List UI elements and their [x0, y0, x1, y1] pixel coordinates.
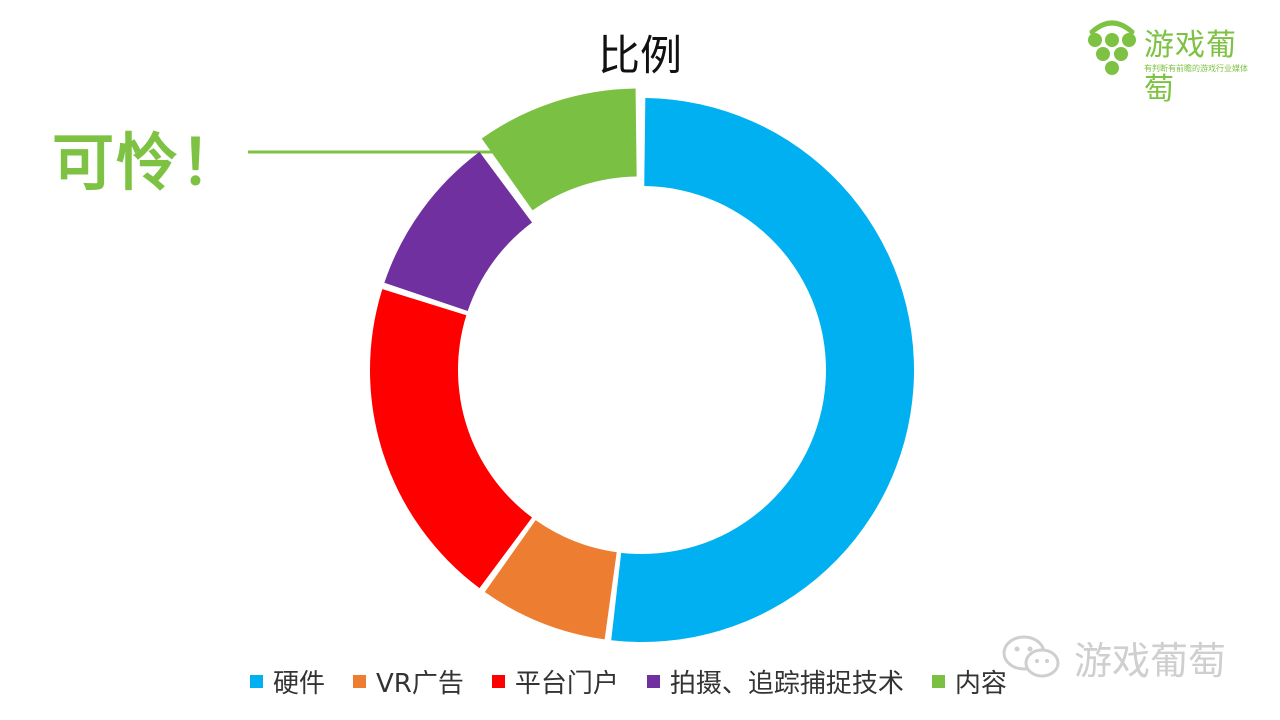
donut-slice-3	[370, 289, 533, 589]
chart-title: 比例	[597, 31, 682, 80]
legend-item-1: 硬件	[250, 663, 325, 700]
donut-slice-5	[481, 88, 637, 211]
legend-item-2: VR广告	[353, 663, 464, 700]
donut-slice-1	[611, 98, 915, 643]
legend-label: 内容	[954, 668, 1007, 699]
legend-swatch	[353, 674, 367, 688]
logo-tagline: 有判断有前瞻的游戏行业媒体	[1144, 64, 1248, 73]
logo-name: 游戏葡萄	[1144, 28, 1237, 107]
donut-slices	[370, 88, 915, 643]
legend-item-4: 拍摄、追踪捕捉技术	[646, 663, 904, 700]
wechat-icon	[1002, 635, 1060, 678]
legend-label: 硬件	[273, 668, 326, 699]
legend-swatch	[931, 674, 945, 688]
brand-logo: 游戏葡萄 有判断有前瞻的游戏行业媒体	[1084, 18, 1264, 107]
legend-label: 拍摄、追踪捕捉技术	[669, 668, 904, 699]
grape-logo-icon	[1088, 20, 1136, 75]
legend-item-3: 平台门户	[491, 663, 619, 700]
legend-label: 平台门户	[514, 668, 619, 699]
legend-label: VR广告	[376, 668, 464, 699]
donut-slice-4	[384, 151, 533, 312]
watermark: 游戏葡萄	[1000, 632, 1227, 683]
legend-item-5: 内容	[931, 663, 1007, 700]
legend-swatch	[250, 674, 263, 688]
annotation-text: 可怜！	[52, 126, 245, 199]
chart-legend: 硬件 VR广告 平台门户 拍摄、追踪捕捉技术 内容	[250, 663, 1007, 700]
donut-slice-2	[484, 520, 617, 640]
watermark-text: 游戏葡萄	[1074, 638, 1227, 683]
legend-swatch	[491, 674, 505, 688]
legend-swatch	[646, 674, 660, 688]
